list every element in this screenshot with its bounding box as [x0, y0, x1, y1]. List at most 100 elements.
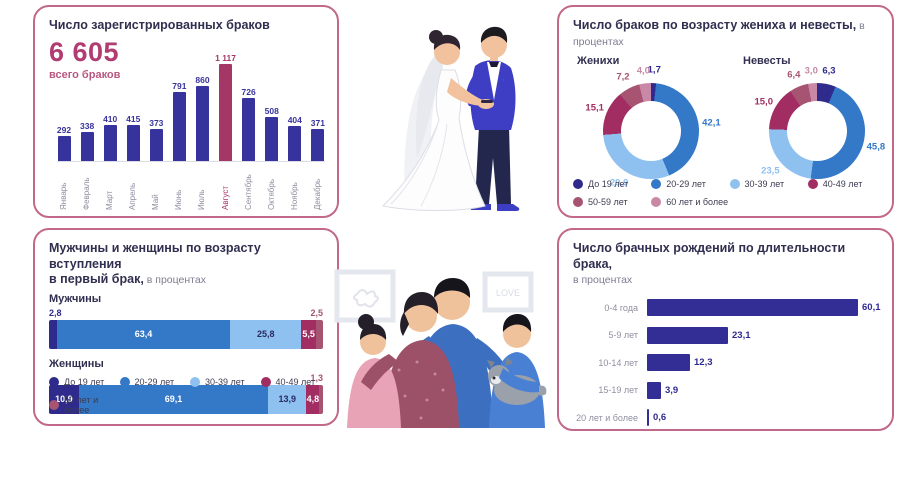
stacked-segment: 25,8 — [230, 319, 302, 349]
donut-segment-label: 4,0 — [636, 65, 650, 77]
legend-item: 40-49 лет — [807, 179, 886, 189]
legend-label: 20-29 лет — [134, 377, 175, 387]
month-axis-label: Апрель — [128, 182, 138, 210]
month-bar — [265, 117, 279, 161]
births-row: 20 лет и более 0,6 — [573, 409, 878, 427]
donut-segment-label: 6,4 — [787, 69, 801, 81]
births-category-label: 0-4 года — [604, 302, 638, 313]
births-bar-chart: 0-4 года 60,1 5-9 лет 23,1 10-14 лет 12,3 15-1… — [573, 299, 881, 427]
by-age-title-light: в процентах — [573, 20, 865, 48]
panel-by-age-title: Число браков по возрасту жениха и невест… — [573, 18, 878, 49]
wedding-couple-drawing — [381, 26, 520, 211]
monthly-labels: Январь Февраль Март Апрель Май Июнь Июль Август… — [57, 164, 325, 210]
month-value-label: 860 — [195, 75, 210, 85]
wedding-couple-illustration — [343, 8, 555, 220]
month-column: 371 — [311, 118, 325, 161]
births-title-light: в процентах — [573, 274, 633, 287]
births-category-label: 5-9 лет — [608, 330, 638, 341]
month-column: 338 — [80, 121, 94, 161]
legend-label: 30-39 лет — [744, 179, 785, 189]
month-axis-label: Январь — [59, 182, 68, 210]
month-axis-label: Июль — [197, 189, 207, 210]
month-axis-label: Май — [151, 194, 161, 210]
month-axis-label: Июнь — [174, 189, 184, 210]
legend-dot — [190, 377, 200, 387]
month-column: 508 — [265, 106, 279, 161]
month-bar — [126, 125, 140, 161]
legend-dot — [573, 197, 583, 207]
donut-segment-label: 3,0 — [804, 65, 818, 77]
month-column: 415 — [126, 114, 140, 161]
month-value-label: 415 — [126, 114, 141, 124]
donut-segment-label: 23,5 — [761, 165, 780, 177]
legend-dot — [651, 197, 662, 207]
panel-first-marriage-title: Мужчины и женщины по возрасту вступления… — [49, 241, 323, 288]
births-row: 5-9 лет 23,1 — [573, 326, 878, 344]
donut-segment-label: 15,1 — [585, 102, 604, 114]
births-value-label: 0,6 — [653, 412, 667, 424]
month-value-label: 508 — [264, 106, 279, 116]
stacked-outside-label: 2,5 — [310, 307, 323, 318]
legend-label: 50 лет и более — [64, 395, 99, 415]
stacked-segment: 63,4 — [56, 319, 231, 349]
brides-label: Невесты — [743, 55, 791, 68]
donut-segment-label: 42,1 — [702, 117, 721, 129]
legend-item: 60 лет и более — [651, 197, 729, 207]
births-bar — [647, 354, 690, 372]
stacked-outside-label: 1,3 — [310, 372, 323, 383]
total-marriages-caption: всего браков — [49, 68, 121, 81]
grooms-donut: 1,7 42,1 29,9 15,1 7,2 4,0 — [585, 65, 720, 189]
month-axis-label: Ноябрь — [289, 182, 299, 210]
panel-registered-title: Число зарегистрированных браков — [49, 18, 270, 32]
births-value-label: 3,9 — [665, 384, 679, 396]
panel-births-title: Число брачных рождений по длительности б… — [573, 241, 878, 288]
month-axis-label: Февраль — [82, 177, 92, 210]
month-axis-label: Октябрь — [266, 178, 276, 210]
panel-registered-marriages: Число зарегистрированных браков 6 605 вс… — [33, 5, 339, 218]
stacked-segment — [316, 319, 323, 349]
men-label: Мужчины — [49, 292, 102, 305]
monthly-bars: 292 338 410 415 373 791 860 1 117 726 508 404 371 — [57, 53, 325, 162]
men-stacked-bar: 63,4 25,8 5,5 2,8 2,5 — [49, 308, 323, 349]
donut-segment-label: 7,2 — [616, 71, 630, 83]
month-column: 860 — [195, 75, 210, 161]
births-value-label: 60,1 — [862, 302, 881, 314]
stacked-outside-label: 2,8 — [49, 307, 62, 318]
legend-label: 20-29 лет — [666, 179, 706, 189]
stacked-segment: 4,8 — [306, 384, 320, 414]
births-bar — [647, 326, 728, 344]
brides-donut-ring — [769, 83, 865, 180]
births-category-label: 10-14 лет — [598, 357, 638, 368]
first-marriage-title-light: в процентах — [143, 274, 206, 287]
first-marriage-title-line1: Мужчины и женщины по возрасту вступления — [49, 241, 261, 271]
legend-item: 30-39 лет — [190, 377, 261, 387]
monthly-bar-chart: 292 338 410 415 373 791 860 1 117 726 508 404 371 Я… — [57, 53, 325, 210]
donut-hole — [621, 101, 681, 162]
legend-item: 20-29 лет — [119, 377, 191, 387]
legend-dot — [260, 377, 271, 387]
births-row: 0-4 года 60,1 — [573, 299, 881, 317]
legend-dot — [119, 377, 130, 387]
month-bar — [219, 64, 233, 161]
month-bar — [242, 98, 256, 161]
stacked-segment: 5,5 — [301, 319, 317, 349]
donut-groups: Женихи 1,7 42,1 29,9 15,1 7,2 4,0 Невесты 6,3… — [573, 55, 885, 189]
month-bar — [172, 92, 186, 161]
legend-label: 30-39 лет — [205, 377, 245, 387]
love-frame-text: LOVE — [496, 288, 520, 298]
love-frame — [482, 271, 534, 313]
legend-label: 50-59 лет — [588, 197, 628, 207]
family-drawing: LOVE — [334, 269, 547, 428]
donut-hole — [787, 101, 847, 162]
month-bar — [57, 136, 71, 161]
month-bar — [311, 129, 325, 161]
legend-dot — [49, 400, 59, 410]
stacked-segment — [319, 384, 323, 414]
grooms-donut-ring — [603, 83, 699, 180]
month-value-label: 373 — [149, 118, 164, 128]
month-axis-label: Август — [220, 185, 230, 210]
month-value-label: 404 — [287, 115, 302, 125]
month-bar — [103, 125, 117, 161]
legend-dot — [651, 179, 662, 189]
stacked-segment — [49, 319, 57, 349]
